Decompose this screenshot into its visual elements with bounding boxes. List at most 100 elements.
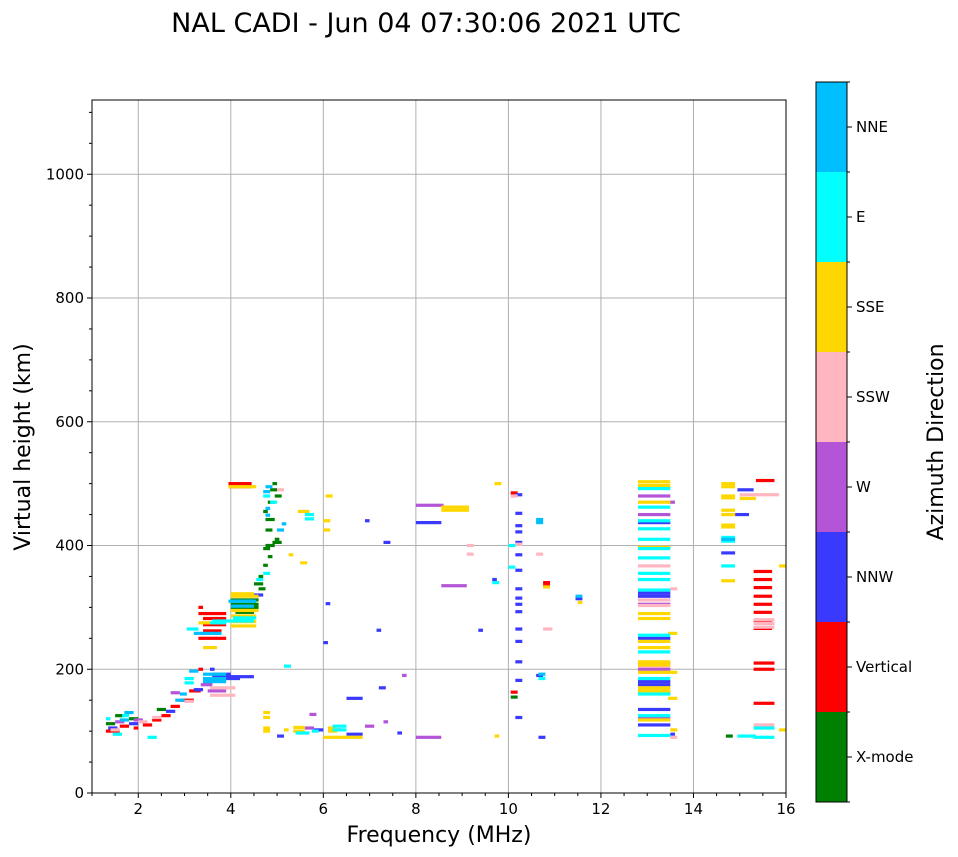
echo-segment <box>203 623 227 627</box>
echo-segment <box>212 619 254 623</box>
echo-segment <box>265 506 271 510</box>
echo-segment <box>508 543 516 548</box>
echo-segment <box>147 735 157 739</box>
echo-segment <box>203 616 227 621</box>
echo-segment <box>193 688 204 692</box>
echo-segment <box>175 698 185 702</box>
echo-segment <box>179 692 187 696</box>
echo-segment <box>265 517 275 522</box>
echo-segment <box>670 728 678 732</box>
echo-segment <box>753 569 773 574</box>
echo-segment <box>233 616 257 620</box>
echo-segment <box>721 539 736 543</box>
echo-segment <box>258 587 266 591</box>
echo-segment <box>753 735 775 739</box>
echo-segment <box>577 600 583 605</box>
echo-segment <box>721 525 736 529</box>
echo-segment <box>753 493 780 497</box>
echo-segment <box>637 670 671 674</box>
colorbar-frame <box>815 81 848 803</box>
echo-segment <box>253 582 264 586</box>
echo-segment <box>637 707 671 712</box>
echo-segment <box>737 488 754 492</box>
echo-segment <box>515 596 523 600</box>
echo-segment <box>637 636 671 640</box>
echo-segment <box>739 493 756 497</box>
echo-segment <box>193 631 222 635</box>
echo-segment <box>161 714 171 718</box>
echo-segment <box>492 577 497 582</box>
echo-segment <box>637 633 671 637</box>
echo-segment <box>203 676 227 681</box>
echo-segment <box>466 543 474 548</box>
echo-segment <box>230 614 257 618</box>
echo-segment <box>230 594 259 598</box>
echo-segment <box>735 512 749 517</box>
echo-segment <box>115 720 125 724</box>
echo-segment <box>228 599 257 603</box>
echo-segment <box>235 610 254 614</box>
colorbar-swatch <box>816 262 847 352</box>
echo-segment <box>753 602 773 606</box>
echo-segment <box>670 732 675 736</box>
echo-segment <box>265 513 271 517</box>
echo-segment <box>753 667 775 671</box>
echo-segment <box>184 681 194 685</box>
echo-segment <box>263 509 268 514</box>
echo-segment <box>209 667 215 671</box>
echo-segment <box>637 616 671 621</box>
echo-segment <box>415 521 442 525</box>
echo-segment <box>119 724 130 728</box>
echo-segment <box>166 709 176 713</box>
echo-segment <box>538 676 546 681</box>
echo-segment <box>637 603 671 608</box>
echo-segment <box>184 699 194 704</box>
echo-segment <box>265 528 273 532</box>
x-tick-label: 12 <box>591 800 610 818</box>
echo-segment <box>538 672 546 676</box>
echo-segment <box>637 714 671 718</box>
echo-segment <box>327 726 338 730</box>
echo-segment <box>272 482 278 486</box>
echo-segment <box>311 729 319 733</box>
echo-segment <box>536 517 544 522</box>
echo-segment <box>263 490 271 494</box>
echo-segment <box>668 631 678 635</box>
echo-segment <box>753 726 775 730</box>
colorbar-label: Azimuth Direction <box>924 343 949 540</box>
echo-segment <box>721 482 736 486</box>
echo-segment <box>637 639 671 644</box>
echo-segment <box>189 669 199 673</box>
echo-segment <box>637 689 671 693</box>
echo-segment <box>721 485 736 489</box>
echo-segment <box>637 663 671 667</box>
echo-segment <box>228 482 252 486</box>
echo-segment <box>536 552 544 556</box>
echo-segment <box>779 564 786 568</box>
echo-segment <box>186 627 199 631</box>
echo-segment <box>779 728 786 732</box>
echo-segment <box>441 584 467 588</box>
echo-segment <box>364 519 370 523</box>
echo-segment <box>755 478 775 483</box>
echo-segment <box>515 715 523 720</box>
echo-segment <box>142 723 153 727</box>
echo-segment <box>263 494 271 498</box>
colorbar-label-item: E <box>856 208 865 226</box>
x-tick-label: 8 <box>411 800 421 818</box>
echo-segment <box>637 594 671 598</box>
echo-segment <box>304 512 315 517</box>
echo-segment <box>198 667 204 671</box>
echo-segment <box>323 641 328 645</box>
echo-segment <box>637 650 671 654</box>
echo-segment <box>332 724 347 728</box>
echo-segment <box>753 701 775 705</box>
colorbar-swatch <box>816 172 847 262</box>
echo-segment <box>668 500 675 504</box>
echo-segment <box>119 718 130 722</box>
echo-segment <box>721 512 736 517</box>
echo-segment <box>637 645 671 650</box>
colorbar-swatch <box>816 712 847 802</box>
echo-segment <box>668 670 678 674</box>
echo-segment <box>515 602 523 606</box>
